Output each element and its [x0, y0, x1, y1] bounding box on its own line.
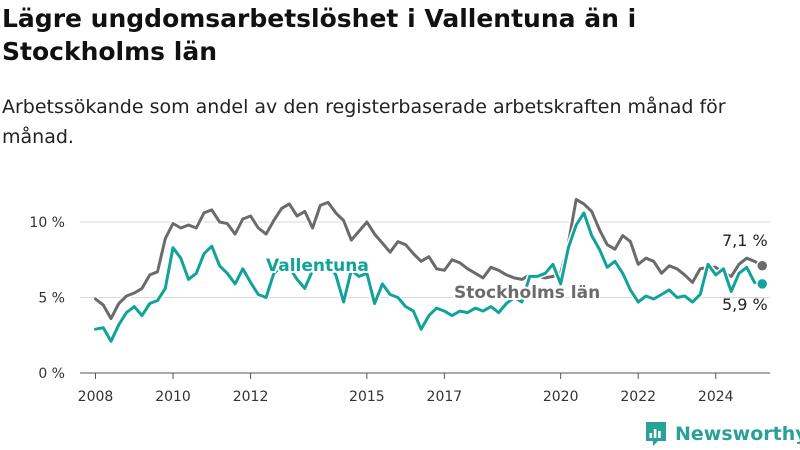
x-axis-ticks: 2008 2010 2012 2015 2017 2020 2022 2024	[78, 373, 734, 405]
brand-logo: Newsworthy	[644, 420, 800, 448]
series-line-0	[94, 197, 764, 321]
x-tick-label: 2017	[427, 389, 463, 405]
x-tick-label: 2008	[78, 389, 114, 405]
grid-lines	[80, 221, 770, 374]
y-axis-ticks: 0 % 5 % 10 %	[29, 215, 65, 382]
x-tick-label: 2024	[698, 389, 734, 405]
series-labels: 7,1 % 5,9 % Stockholms län Vallentuna	[264, 231, 768, 314]
y-tick-label: 0 %	[38, 366, 65, 382]
x-tick-label: 2015	[349, 389, 385, 405]
series-end-label: 5,9 %	[722, 295, 768, 314]
brand-name: Newsworthy	[675, 423, 800, 445]
page-title: Lägre ungdomsarbetslöshet i Vallentuna ä…	[2, 4, 637, 66]
x-tick-label: 2020	[543, 389, 579, 405]
series-end-label: 7,1 %	[722, 231, 768, 250]
x-tick-label: 2010	[155, 389, 191, 405]
x-tick-label: 2022	[620, 389, 656, 405]
y-tick-label: 5 %	[38, 291, 65, 307]
series-name-label: Vallentuna	[266, 256, 369, 276]
series-line-1	[94, 211, 764, 343]
series-end-point	[755, 277, 769, 291]
series-end-point	[755, 259, 769, 273]
series-halo	[94, 209, 763, 345]
series-lines	[93, 196, 769, 345]
bar-chart-icon	[646, 422, 666, 446]
page-subtitle: Arbetssökande som andel av den registerb…	[2, 96, 726, 148]
series-name-label: Stockholms län	[454, 283, 600, 303]
x-tick-label: 2012	[233, 389, 269, 405]
y-tick-label: 10 %	[29, 215, 65, 231]
